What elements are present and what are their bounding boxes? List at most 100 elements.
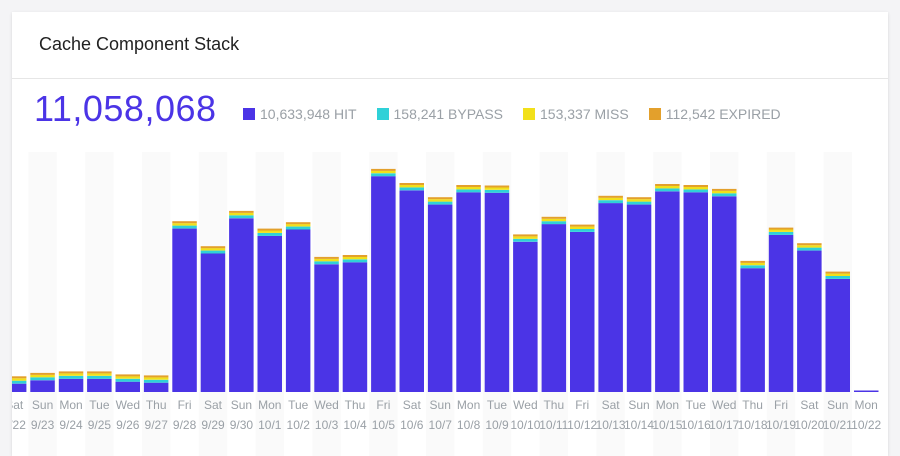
legend-item-hit[interactable]: 10,633,948 HIT — [243, 106, 357, 122]
bar-segment-miss[interactable] — [229, 212, 254, 216]
bar-segment-bypass[interactable] — [570, 229, 595, 232]
bar-segment-hit[interactable] — [683, 192, 709, 392]
bar-segment-expired[interactable] — [484, 185, 510, 188]
bar-segment-hit[interactable] — [484, 192, 510, 392]
bar-segment-miss[interactable] — [825, 273, 851, 276]
bar-segment-miss[interactable] — [30, 374, 55, 378]
bar-segment-hit[interactable] — [456, 192, 481, 392]
bar-segment-hit[interactable] — [12, 383, 27, 392]
bar-segment-miss[interactable] — [115, 376, 141, 379]
bar-segment-miss[interactable] — [143, 377, 169, 380]
bar-segment-hit[interactable] — [285, 229, 311, 393]
bar-segment-bypass[interactable] — [257, 233, 283, 236]
bar-segment-miss[interactable] — [768, 229, 794, 232]
bar-segment-expired[interactable] — [825, 271, 851, 274]
bar-segment-bypass[interactable] — [285, 226, 311, 230]
bar-segment-miss[interactable] — [427, 199, 453, 202]
bar-segment-miss[interactable] — [257, 230, 283, 233]
bar-segment-miss[interactable] — [626, 199, 652, 202]
bar-segment-bypass[interactable] — [314, 261, 339, 265]
bar-segment-bypass[interactable] — [30, 377, 55, 381]
bar-segment-bypass[interactable] — [797, 247, 822, 251]
bar-segment-miss[interactable] — [314, 258, 339, 262]
bar-segment-bypass[interactable] — [371, 173, 396, 177]
bar-segment-bypass[interactable] — [87, 375, 112, 379]
bar-segment-hit[interactable] — [172, 228, 197, 392]
bar-segment-miss[interactable] — [456, 187, 481, 190]
bar-segment-bypass[interactable] — [342, 259, 368, 263]
bar-segment-bypass[interactable] — [683, 189, 709, 193]
bar-segment-hit[interactable] — [740, 268, 765, 392]
bar-segment-bypass[interactable] — [200, 250, 226, 254]
bar-segment-miss[interactable] — [484, 187, 510, 190]
bar-segment-miss[interactable] — [58, 373, 84, 376]
bar-segment-hit[interactable] — [371, 176, 396, 392]
bar-segment-hit[interactable] — [257, 235, 283, 392]
bar-segment-bypass[interactable] — [12, 380, 27, 384]
bar-segment-bypass[interactable] — [768, 232, 794, 235]
bar-segment-bypass[interactable] — [626, 201, 652, 205]
bar-segment-hit[interactable] — [314, 264, 339, 392]
bar-segment-expired[interactable] — [598, 195, 623, 198]
bar-segment-miss[interactable] — [342, 256, 368, 260]
bar-segment-expired[interactable] — [115, 374, 141, 377]
bar-segment-hit[interactable] — [427, 204, 453, 392]
bar-segment-miss[interactable] — [740, 262, 765, 266]
bar-segment-expired[interactable] — [87, 371, 112, 374]
bar-segment-hit[interactable] — [768, 234, 794, 392]
bar-segment-miss[interactable] — [399, 185, 425, 188]
bar-segment-miss[interactable] — [285, 224, 311, 227]
bar-segment-hit[interactable] — [854, 390, 879, 393]
bar-segment-miss[interactable] — [12, 378, 27, 381]
bar-segment-expired[interactable] — [513, 234, 538, 237]
bar-segment-bypass[interactable] — [825, 276, 851, 279]
bar-segment-expired[interactable] — [30, 372, 55, 375]
bar-segment-bypass[interactable] — [172, 225, 197, 229]
bar-segment-expired[interactable] — [12, 376, 27, 379]
bar-segment-expired[interactable] — [712, 188, 737, 191]
bar-segment-expired[interactable] — [172, 221, 197, 224]
bar-segment-hit[interactable] — [541, 224, 567, 392]
bar-segment-hit[interactable] — [58, 378, 84, 392]
bar-segment-miss[interactable] — [655, 186, 680, 189]
bar-segment-hit[interactable] — [30, 380, 55, 392]
bar-segment-expired[interactable] — [797, 243, 822, 246]
bar-segment-expired[interactable] — [285, 222, 311, 225]
bar-segment-hit[interactable] — [626, 204, 652, 392]
bar-segment-bypass[interactable] — [58, 375, 84, 379]
bar-segment-bypass[interactable] — [598, 200, 623, 204]
bar-segment-expired[interactable] — [229, 210, 254, 213]
bar-segment-miss[interactable] — [598, 197, 623, 201]
bar-segment-miss[interactable] — [570, 226, 595, 229]
bar-segment-hit[interactable] — [712, 196, 737, 392]
legend-item-miss[interactable]: 153,337 MISS — [523, 106, 629, 122]
bar-segment-hit[interactable] — [825, 279, 851, 392]
bar-segment-expired[interactable] — [626, 197, 652, 200]
bar-segment-miss[interactable] — [797, 245, 822, 248]
bar-segment-hit[interactable] — [797, 250, 822, 392]
bar-segment-hit[interactable] — [87, 378, 112, 392]
bar-segment-hit[interactable] — [399, 190, 425, 392]
bar-segment-bypass[interactable] — [740, 265, 765, 269]
legend-item-expired[interactable]: 112,542 EXPIRED — [648, 106, 781, 122]
bar-segment-bypass[interactable] — [541, 221, 567, 225]
bar-segment-bypass[interactable] — [712, 193, 737, 197]
bar-segment-hit[interactable] — [200, 253, 226, 393]
bar-segment-hit[interactable] — [655, 191, 680, 392]
bar-segment-bypass[interactable] — [456, 189, 481, 193]
bar-segment-hit[interactable] — [143, 382, 169, 392]
bar-segment-bypass[interactable] — [427, 201, 453, 205]
bar-segment-expired[interactable] — [768, 227, 794, 230]
bar-segment-hit[interactable] — [115, 381, 141, 392]
bar-segment-bypass[interactable] — [655, 188, 680, 192]
legend-item-bypass[interactable]: 158,241 BYPASS — [376, 106, 503, 122]
bar-segment-hit[interactable] — [598, 203, 623, 392]
bar-segment-bypass[interactable] — [229, 215, 254, 219]
bar-segment-expired[interactable] — [314, 256, 339, 259]
bar-segment-hit[interactable] — [229, 218, 254, 392]
bar-segment-miss[interactable] — [371, 170, 396, 174]
bar-segment-expired[interactable] — [683, 185, 709, 187]
bar-segment-miss[interactable] — [541, 218, 567, 222]
bar-segment-miss[interactable] — [683, 187, 709, 190]
bar-segment-hit[interactable] — [342, 262, 368, 392]
